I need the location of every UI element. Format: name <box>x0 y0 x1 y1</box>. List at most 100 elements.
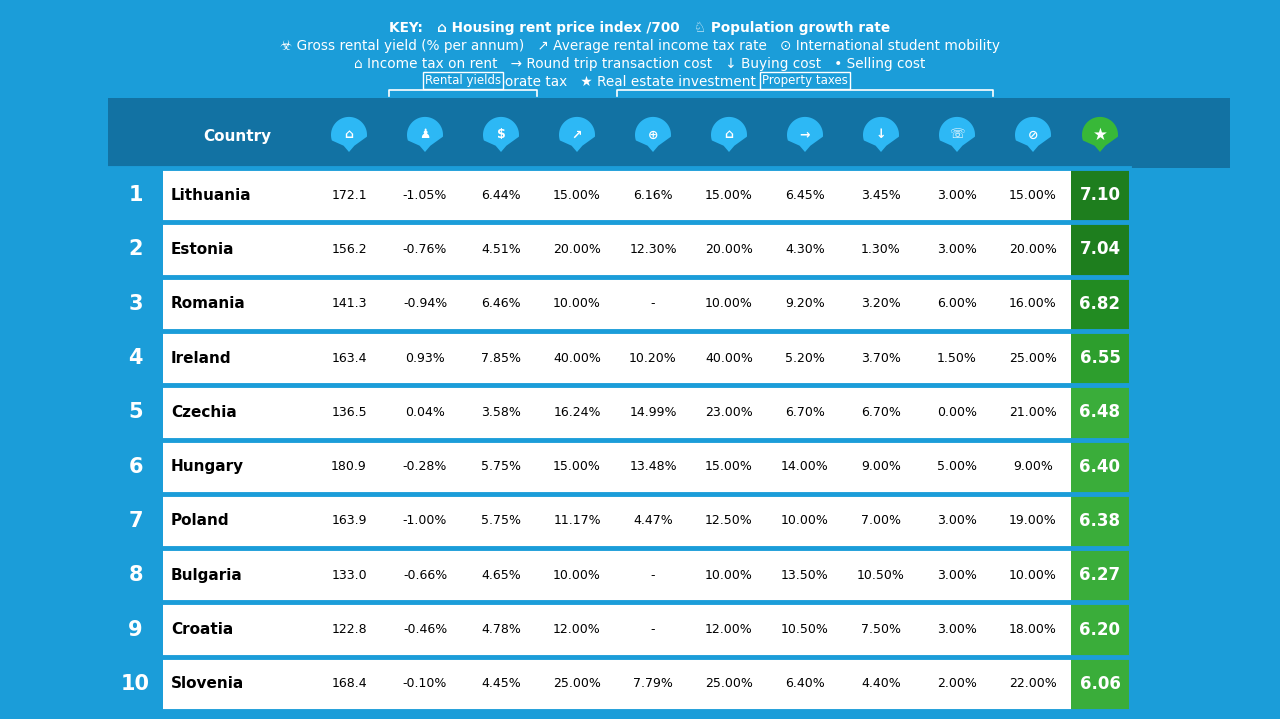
Text: 7.79%: 7.79% <box>634 677 673 690</box>
Text: 6.40%: 6.40% <box>785 677 824 690</box>
Text: 6.46%: 6.46% <box>481 297 521 311</box>
Polygon shape <box>1015 117 1051 152</box>
Text: 22.00%: 22.00% <box>1009 677 1057 690</box>
Text: 168.4: 168.4 <box>332 677 367 690</box>
FancyBboxPatch shape <box>108 278 163 330</box>
Text: 3.00%: 3.00% <box>937 623 977 636</box>
Text: 7: 7 <box>128 511 143 531</box>
Text: 6.27: 6.27 <box>1079 567 1120 585</box>
Polygon shape <box>940 117 975 152</box>
Text: 9.00%: 9.00% <box>1012 460 1053 473</box>
Text: 163.4: 163.4 <box>332 352 367 365</box>
Text: 10.00%: 10.00% <box>1009 569 1057 582</box>
FancyBboxPatch shape <box>108 224 163 275</box>
Text: -0.94%: -0.94% <box>403 297 447 311</box>
FancyBboxPatch shape <box>1071 658 1129 710</box>
Text: 1.50%: 1.50% <box>937 352 977 365</box>
Text: ⌂: ⌂ <box>724 129 733 142</box>
Text: 6.16%: 6.16% <box>634 188 673 201</box>
Text: →: → <box>800 129 810 142</box>
Text: 0.04%: 0.04% <box>404 406 445 419</box>
Text: 4.78%: 4.78% <box>481 623 521 636</box>
Text: 21.00%: 21.00% <box>1009 406 1057 419</box>
Text: 25.00%: 25.00% <box>553 677 600 690</box>
FancyBboxPatch shape <box>1071 278 1129 330</box>
FancyBboxPatch shape <box>1071 224 1129 275</box>
Text: 6.55: 6.55 <box>1079 349 1120 367</box>
Text: 136.5: 136.5 <box>332 406 367 419</box>
Text: 9.00%: 9.00% <box>861 460 901 473</box>
Text: 4.30%: 4.30% <box>785 243 824 256</box>
FancyBboxPatch shape <box>163 169 1071 221</box>
Text: ☏: ☏ <box>950 129 965 142</box>
Text: 23.00%: 23.00% <box>705 406 753 419</box>
Text: 10: 10 <box>122 674 150 694</box>
Text: 6.06: 6.06 <box>1079 675 1120 693</box>
Text: -: - <box>650 569 655 582</box>
Text: 0.93%: 0.93% <box>406 352 445 365</box>
FancyBboxPatch shape <box>108 332 163 384</box>
FancyBboxPatch shape <box>108 386 163 439</box>
Text: 3: 3 <box>128 294 143 313</box>
Text: -0.46%: -0.46% <box>403 623 447 636</box>
Text: 9: 9 <box>128 620 143 639</box>
Text: ⊘ Corporate tax   ★ Real estate investment score /10: ⊘ Corporate tax ★ Real estate investment… <box>457 75 823 89</box>
Text: 15.00%: 15.00% <box>553 460 600 473</box>
Text: 20.00%: 20.00% <box>1009 243 1057 256</box>
Text: -0.28%: -0.28% <box>403 460 447 473</box>
Text: 4.40%: 4.40% <box>861 677 901 690</box>
Text: 12.50%: 12.50% <box>705 515 753 528</box>
Text: 3.00%: 3.00% <box>937 515 977 528</box>
Text: ♟: ♟ <box>420 129 430 142</box>
FancyBboxPatch shape <box>163 603 1071 656</box>
Text: ⌂: ⌂ <box>344 129 353 142</box>
Text: 10.00%: 10.00% <box>553 569 600 582</box>
Text: 3.00%: 3.00% <box>937 243 977 256</box>
FancyBboxPatch shape <box>1071 495 1129 547</box>
Text: Property taxes: Property taxes <box>762 74 847 87</box>
Text: 1.30%: 1.30% <box>861 243 901 256</box>
Text: 12.00%: 12.00% <box>553 623 600 636</box>
Text: 9.20%: 9.20% <box>785 297 824 311</box>
Text: 11.17%: 11.17% <box>553 515 600 528</box>
Text: 6.44%: 6.44% <box>481 188 521 201</box>
Text: 13.50%: 13.50% <box>781 569 829 582</box>
Text: 3.20%: 3.20% <box>861 297 901 311</box>
Text: 19.00%: 19.00% <box>1009 515 1057 528</box>
Text: 163.9: 163.9 <box>332 515 367 528</box>
Text: 180.9: 180.9 <box>332 460 367 473</box>
Polygon shape <box>1082 117 1117 152</box>
Text: 40.00%: 40.00% <box>553 352 600 365</box>
Text: 15.00%: 15.00% <box>705 460 753 473</box>
Text: 12.00%: 12.00% <box>705 623 753 636</box>
Text: Lithuania: Lithuania <box>172 188 252 203</box>
Text: 172.1: 172.1 <box>332 188 367 201</box>
Text: 18.00%: 18.00% <box>1009 623 1057 636</box>
Text: 1: 1 <box>128 186 143 205</box>
Text: ⊘: ⊘ <box>1028 129 1038 142</box>
Text: 5.00%: 5.00% <box>937 460 977 473</box>
FancyBboxPatch shape <box>108 441 163 493</box>
Text: 20.00%: 20.00% <box>553 243 600 256</box>
Text: Croatia: Croatia <box>172 622 233 637</box>
Polygon shape <box>863 117 899 152</box>
Polygon shape <box>787 117 823 152</box>
Text: 6.20: 6.20 <box>1079 620 1120 638</box>
Polygon shape <box>635 117 671 152</box>
Text: 4.47%: 4.47% <box>634 515 673 528</box>
Text: Bulgaria: Bulgaria <box>172 568 243 583</box>
FancyBboxPatch shape <box>108 549 163 601</box>
Text: 14.00%: 14.00% <box>781 460 829 473</box>
Text: 10.20%: 10.20% <box>630 352 677 365</box>
FancyBboxPatch shape <box>163 332 1071 384</box>
Text: 13.48%: 13.48% <box>630 460 677 473</box>
Text: -0.10%: -0.10% <box>403 677 447 690</box>
FancyBboxPatch shape <box>1071 441 1129 493</box>
Text: 6.82: 6.82 <box>1079 295 1120 313</box>
Text: 6: 6 <box>128 457 143 477</box>
Text: 25.00%: 25.00% <box>1009 352 1057 365</box>
Text: 14.99%: 14.99% <box>630 406 677 419</box>
Text: 4.51%: 4.51% <box>481 243 521 256</box>
Text: ↓: ↓ <box>876 129 886 142</box>
Text: 3.70%: 3.70% <box>861 352 901 365</box>
